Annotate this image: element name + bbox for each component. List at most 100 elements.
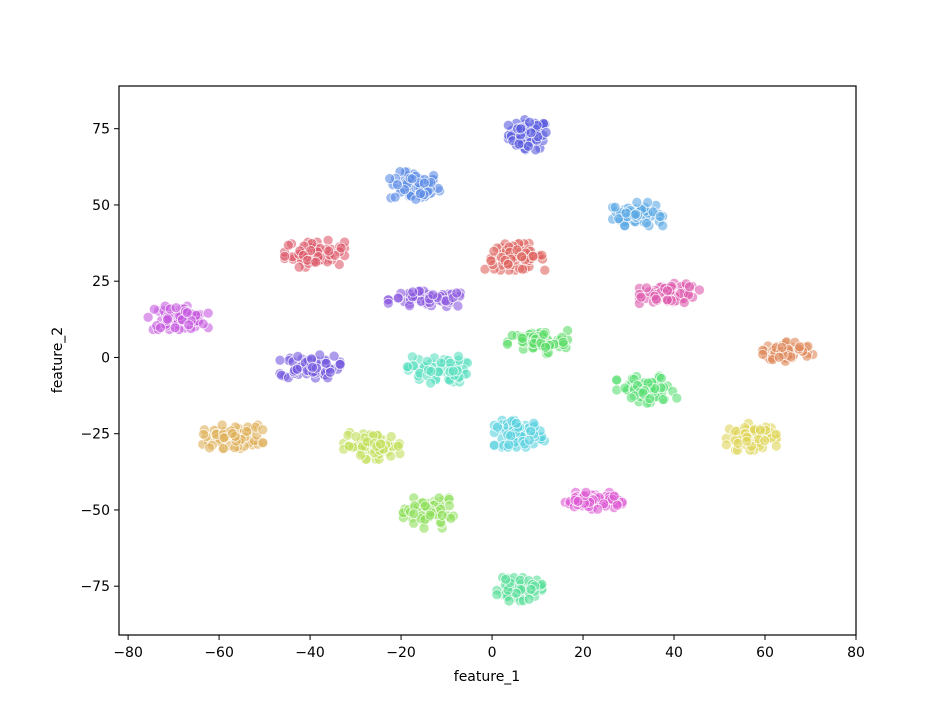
data-point [657,220,669,232]
data-point [631,196,643,208]
data-point [488,245,500,257]
data-point [732,437,744,449]
x-tick-label: 0 [488,645,497,661]
x-tick-label: 60 [756,645,774,661]
data-point [293,261,305,273]
data-point [392,440,404,452]
data-point [343,440,355,452]
data-point [776,341,788,353]
cluster-10 [757,336,819,367]
data-point [424,509,436,521]
cluster-17 [720,417,782,456]
data-point [204,442,216,454]
data-point [540,126,552,138]
data-point [419,500,431,512]
y-tick-label: −50 [80,503,110,519]
data-point [491,589,503,600]
data-point [641,217,652,229]
data-point [678,297,690,308]
data-point [527,250,539,262]
data-point [671,392,683,404]
data-point [335,242,347,254]
data-point [684,281,695,293]
data-point [513,138,525,150]
cluster-20 [491,572,548,607]
data-point [503,439,515,451]
data-point [350,431,362,443]
cluster-11 [274,349,346,384]
data-point [491,421,503,433]
data-point [613,213,625,225]
data-point [540,341,551,353]
data-point [611,499,623,511]
data-point [657,394,669,406]
data-point [721,439,732,451]
cluster-4 [279,234,351,273]
data-point [310,256,322,268]
data-point [384,173,396,185]
cluster-14 [197,419,269,454]
data-point [642,196,654,208]
x-tick-label: −60 [204,645,234,661]
data-point [656,372,667,384]
plot-frame [118,85,857,636]
data-point [539,264,551,276]
data-point [592,503,604,515]
data-point [324,366,336,378]
data-point [279,250,291,262]
data-point [334,358,346,370]
data-point [291,363,303,375]
data-point [452,300,464,312]
data-point [517,332,528,344]
data-point [226,428,238,439]
data-point [333,259,345,270]
y-tick-label: −25 [80,427,110,443]
y-tick-label: 25 [92,274,110,290]
data-point [608,490,620,502]
data-point [453,350,464,362]
data-point [148,303,160,315]
data-point [538,328,550,340]
data-point [406,351,418,363]
x-tick-label: 80 [847,645,865,661]
cluster-16 [488,414,550,453]
data-point [500,573,512,585]
data-point [385,431,397,442]
data-point [323,245,335,257]
data-point [328,350,340,362]
data-point [524,434,535,446]
data-point [525,127,537,139]
data-point [435,357,447,369]
data-point [183,319,195,331]
data-point [415,188,426,200]
data-point [197,318,209,330]
data-point [406,173,418,185]
cluster-3 [607,196,669,232]
data-point [611,374,623,386]
data-point [773,351,785,363]
y-axis: −75 −50 −25 0 25 50 75 [80,122,119,595]
cluster-8 [142,300,214,335]
x-axis-label: feature_1 [454,669,520,685]
data-point [609,201,621,213]
cluster-5 [479,237,551,276]
data-point [510,417,522,429]
cluster-15 [338,427,406,465]
data-point [391,179,403,191]
data-point [202,307,214,319]
data-point [794,341,806,353]
data-point [392,292,404,304]
data-point [502,258,514,270]
data-point [757,348,769,360]
data-point [407,286,419,298]
data-point [770,428,782,440]
data-point [620,207,632,219]
data-point [641,282,652,294]
data-point [292,350,304,362]
data-points [142,114,819,607]
data-point [502,338,513,350]
data-point [503,595,515,607]
data-point [307,361,319,373]
data-point [257,437,269,449]
